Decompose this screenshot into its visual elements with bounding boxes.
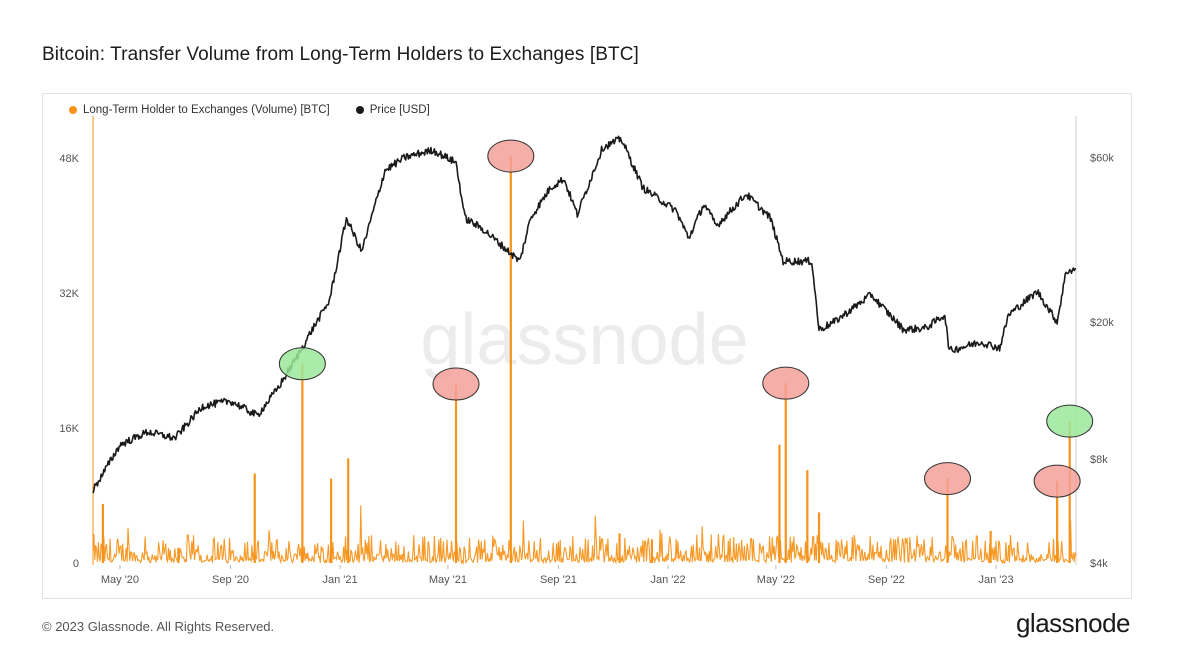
annotation-red-5 — [1033, 464, 1081, 498]
x-tick-label-1: Sep '20 — [212, 574, 249, 586]
annotation-green-0 — [278, 347, 326, 381]
price-series-line — [92, 135, 1077, 494]
y-tick-right-3: $60k — [1090, 152, 1114, 164]
volume-series-line — [92, 505, 1077, 565]
annotation-red-1 — [432, 367, 480, 401]
y-tick-right-1: $8k — [1090, 454, 1108, 466]
y-tick-left-0: 0 — [73, 558, 79, 570]
x-tick-label-4: Sep '21 — [540, 574, 577, 586]
y-tick-left-2: 32K — [59, 288, 79, 300]
glassnode-logo[interactable]: glassnode — [1015, 608, 1131, 638]
y-tick-right-2: $20k — [1090, 317, 1114, 329]
chart-title: Bitcoin: Transfer Volume from Long-Term … — [42, 44, 639, 65]
x-tick-label-6: May '22 — [757, 574, 795, 586]
legend-item-price[interactable]: Price [USD] — [355, 104, 430, 116]
x-tick-label-3: May '21 — [429, 574, 467, 586]
chart-svg: glassnode 0 16K 32K 48K $4k $8k $20k $60k May '20… — [59, 116, 1114, 586]
y-tick-left-1: 16K — [59, 423, 79, 435]
legend-label-volume: Long-Term Holder to Exchanges (Volume) [… — [83, 104, 330, 116]
watermark: glassnode — [420, 300, 748, 380]
y-tick-right-0: $4k — [1090, 558, 1108, 570]
copyright-text: © 2023 Glassnode. All Rights Reserved. — [42, 619, 275, 634]
annotation-red-3 — [762, 366, 810, 400]
legend-dot-volume — [69, 106, 77, 114]
x-tick-label-0: May '20 — [101, 574, 139, 586]
annotation-green-6 — [1046, 404, 1094, 438]
x-tick-label-2: Jan '21 — [323, 574, 358, 586]
legend-label-price: Price [USD] — [369, 104, 430, 116]
chart-frame: glassnode 0 16K 32K 48K $4k $8k $20k $60k May '20… — [42, 93, 1132, 599]
annotation-red-2 — [487, 139, 535, 173]
y-tick-left-3: 48K — [59, 153, 79, 165]
x-tick-label-8: Jan '23 — [978, 574, 1013, 586]
legend: Long-Term Holder to Exchanges (Volume) [… — [69, 104, 430, 116]
x-tick-label-7: Sep '22 — [868, 574, 905, 586]
annotation-red-4 — [924, 462, 972, 496]
legend-dot-price — [355, 106, 364, 114]
x-tick-label-5: Jan '22 — [650, 574, 685, 586]
legend-item-volume[interactable]: Long-Term Holder to Exchanges (Volume) [… — [69, 104, 330, 116]
